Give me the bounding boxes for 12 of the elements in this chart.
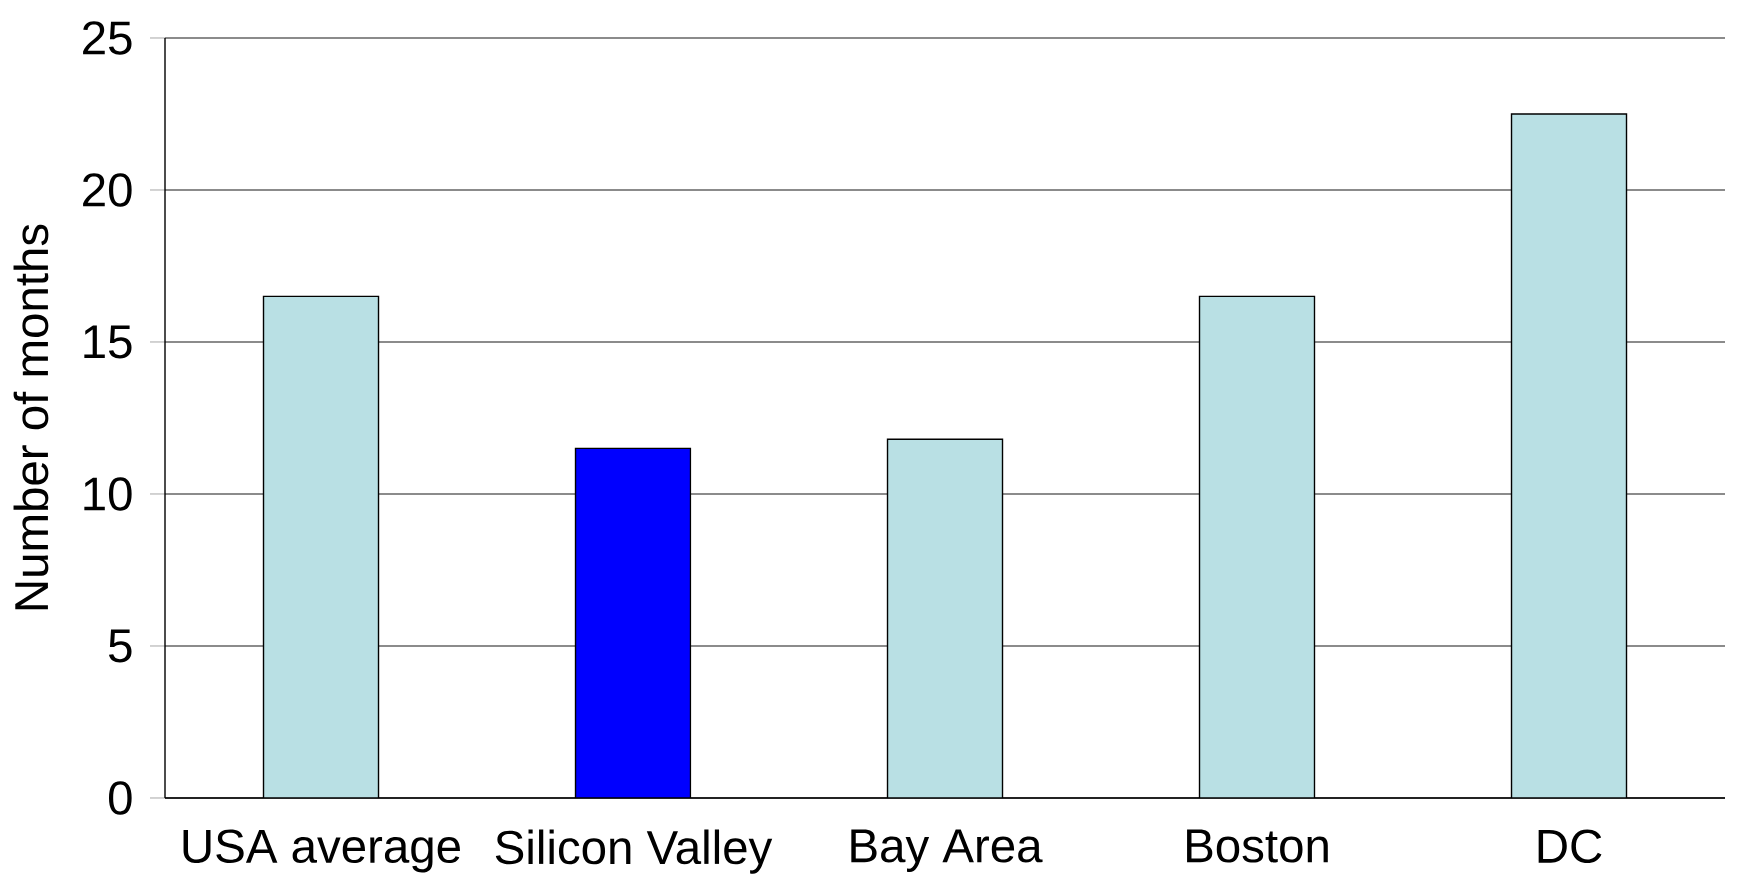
y-tick-label: 0 (108, 781, 132, 815)
y-tick-label: 15 (84, 325, 132, 359)
y-tick-label: 25 (83, 21, 132, 55)
y-tick-label: 5 (108, 629, 132, 663)
x-tick-label: Bay Area (851, 829, 1043, 873)
x-tick-label: Boston (1187, 829, 1328, 863)
y-tick-label: 10 (84, 477, 132, 511)
y-axis-title: Number of months (13, 224, 49, 610)
x-tick-label: DC (1538, 829, 1602, 864)
y-tick-label: 20 (83, 173, 132, 207)
x-tick-label: USA average (183, 829, 460, 873)
x-tick-label: Silicon Valley (495, 829, 773, 874)
